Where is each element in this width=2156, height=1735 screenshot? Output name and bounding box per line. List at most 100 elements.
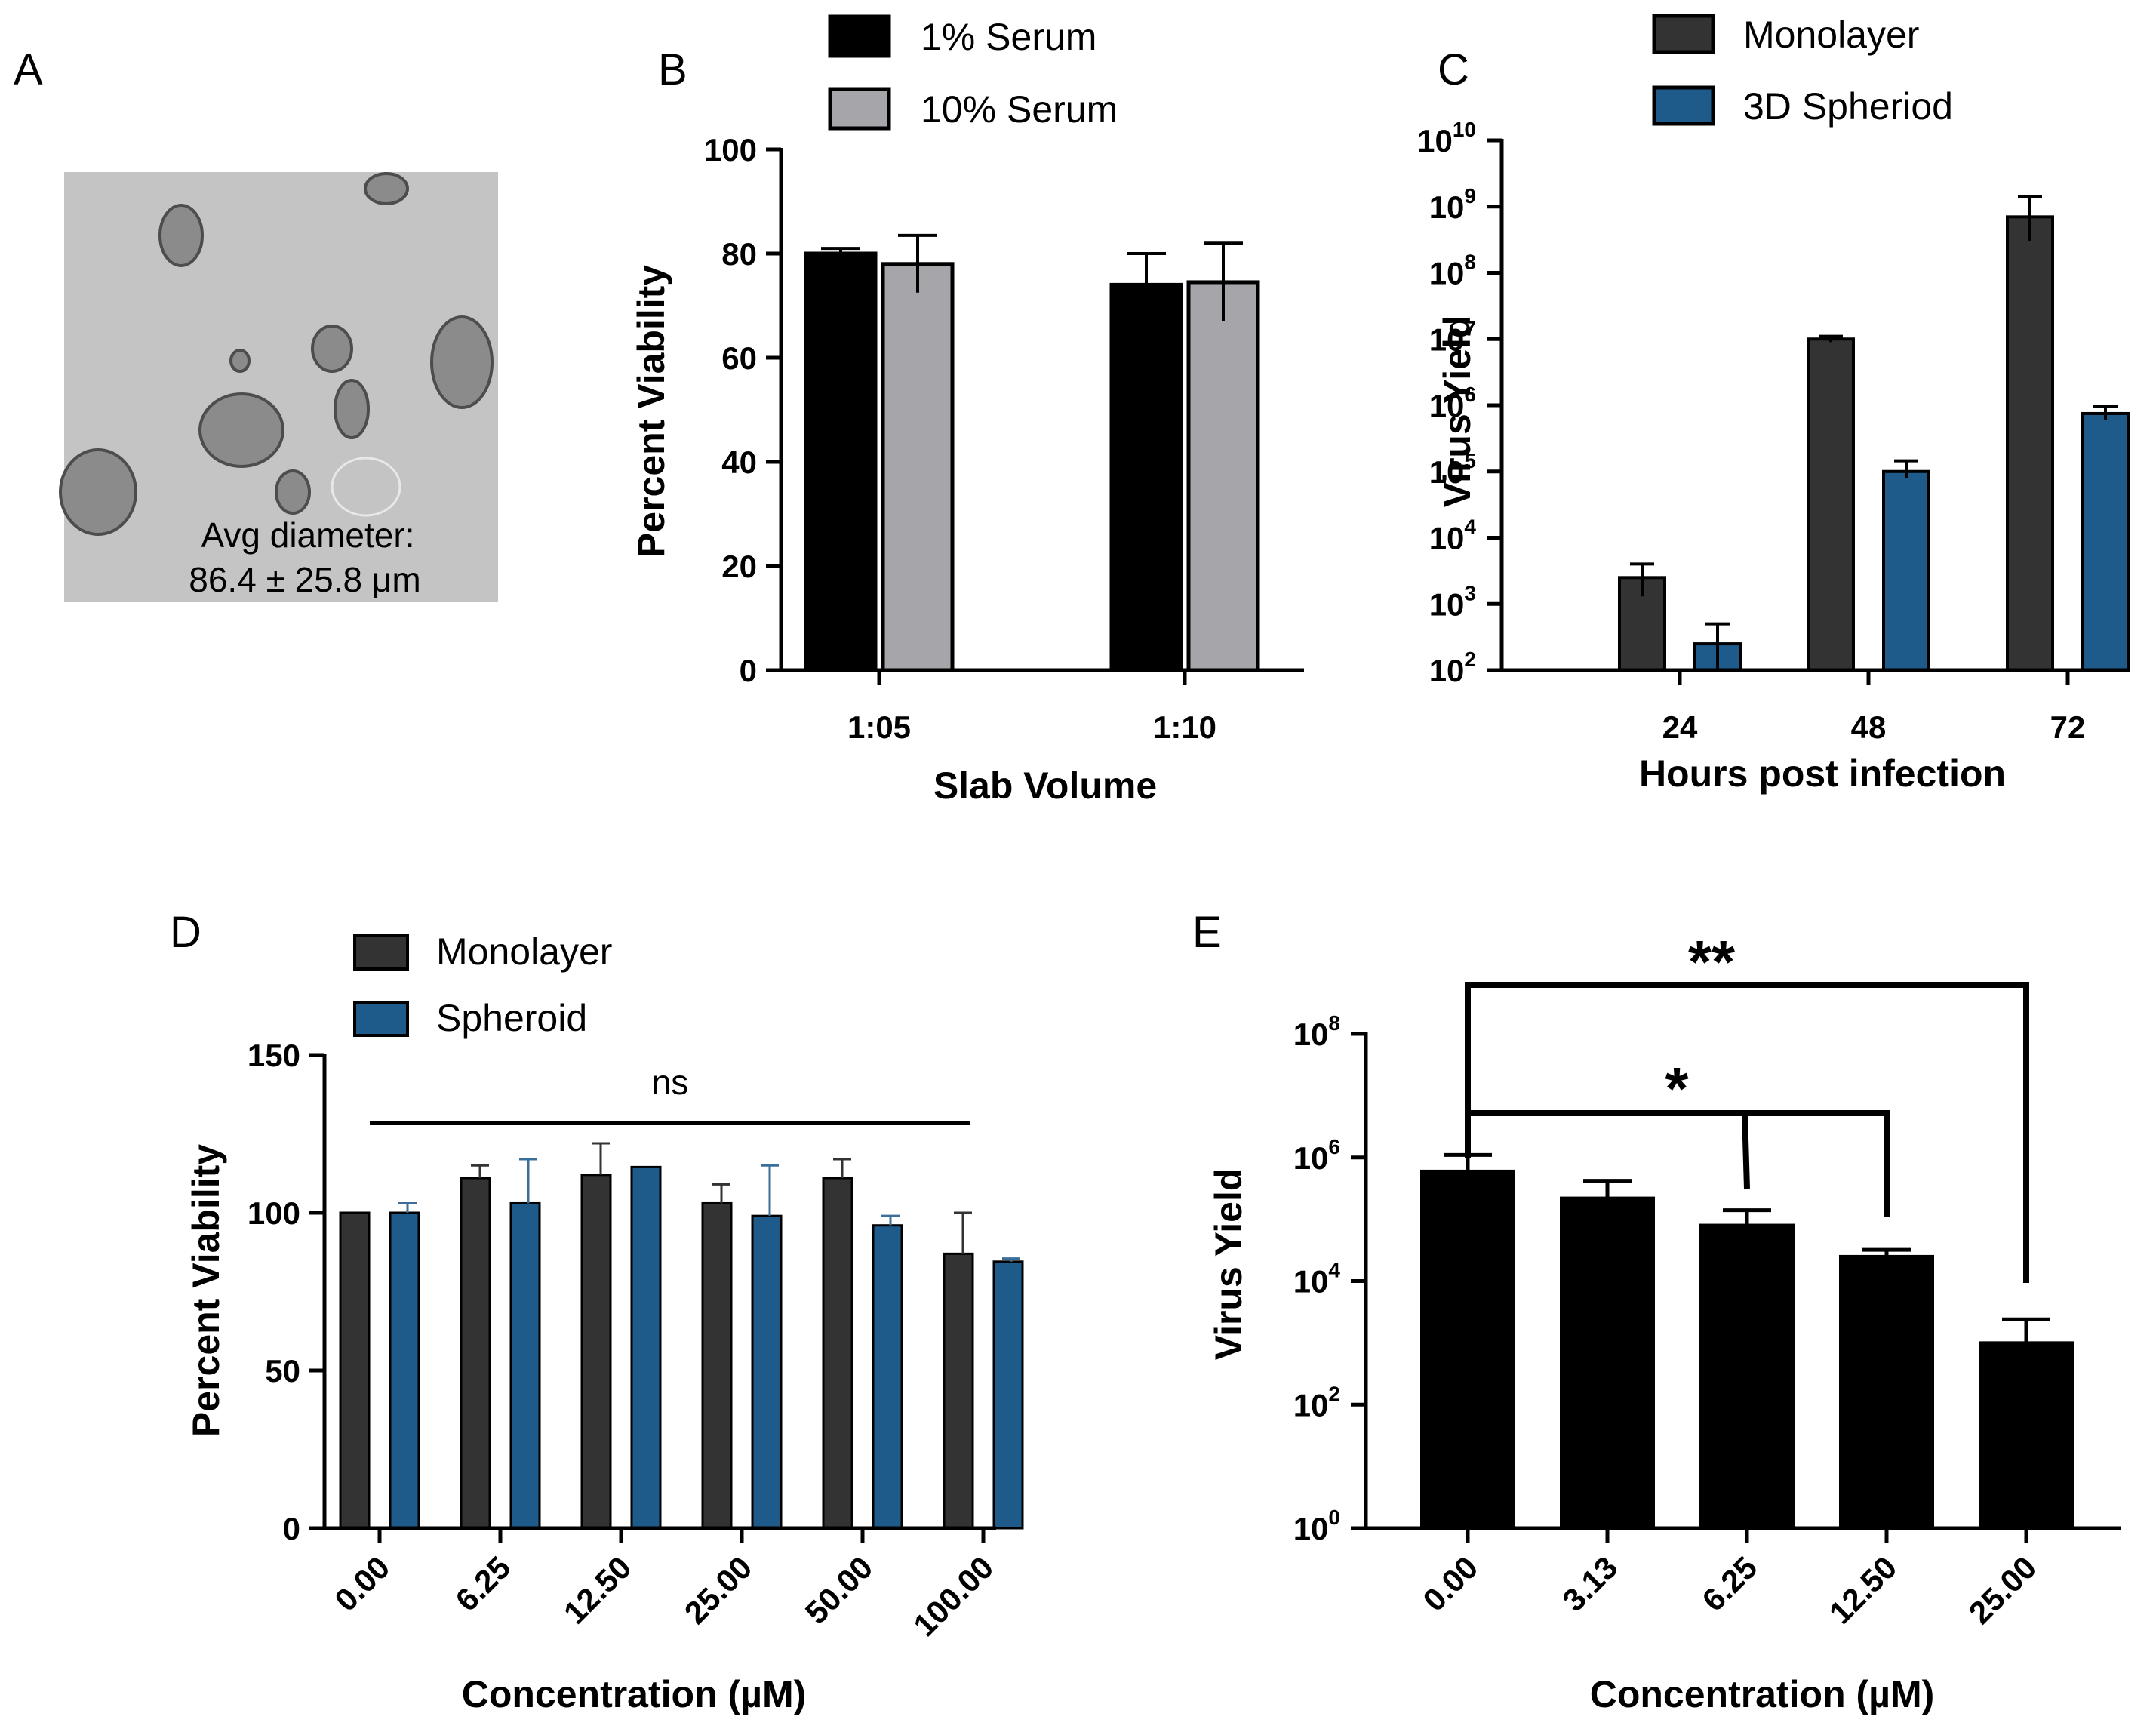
bar-spheroid bbox=[509, 1201, 541, 1530]
y-tick-exponent: 8 bbox=[1328, 1011, 1340, 1035]
x-tick-label: 6.25 bbox=[1695, 1549, 1764, 1618]
x-axis-title: Concentration (µM) bbox=[462, 1673, 807, 1715]
y-tick-exponent: 5 bbox=[1464, 449, 1476, 472]
panel-a-letter: A bbox=[14, 45, 43, 94]
legend-label: 10% Serum bbox=[921, 88, 1118, 131]
y-tick-exponent: 2 bbox=[1464, 648, 1476, 671]
legend-label: Spheroid bbox=[436, 997, 587, 1039]
x-tick-label: 1:10 bbox=[1153, 709, 1216, 745]
bar-spheroid bbox=[992, 1260, 1024, 1530]
bar-monolayer bbox=[339, 1211, 371, 1530]
chart-d: 0 50 100 150 0.00 6.25 12.50 25.00 50.00 100.00 Co… bbox=[185, 931, 1024, 1715]
y-tick-label: 80 bbox=[721, 236, 757, 272]
panel-e-letter: E bbox=[1192, 908, 1222, 957]
x-tick-label: 1:05 bbox=[847, 709, 911, 745]
legend-swatch bbox=[828, 14, 891, 58]
significance-bracket-double bbox=[1465, 982, 2029, 1283]
x-tick-label: 12.50 bbox=[557, 1549, 638, 1631]
x-tick-label: 0.00 bbox=[328, 1549, 396, 1618]
significance-bracket-branch bbox=[1742, 1112, 1750, 1189]
bar-monolayer bbox=[822, 1177, 853, 1530]
y-tick-label: 150 bbox=[248, 1038, 300, 1073]
y-tick-exponent: 4 bbox=[1464, 515, 1476, 539]
bar-virus-yield bbox=[1699, 1223, 1795, 1530]
y-tick-exponent: 10 bbox=[1453, 118, 1476, 141]
chart-e: 100 102 104 106 108 0.00 3.13 6.25 12.50 25.00 Con… bbox=[1207, 928, 2121, 1715]
legend-swatch bbox=[353, 1001, 409, 1037]
bar-monolayer bbox=[943, 1252, 974, 1530]
spheroid bbox=[430, 315, 494, 409]
x-tick-label: 100.00 bbox=[906, 1549, 1000, 1643]
spheroid bbox=[275, 469, 311, 515]
panel-c-letter: C bbox=[1438, 45, 1469, 94]
bar-monolayer bbox=[1807, 337, 1855, 672]
x-axis-title: Concentration (µM) bbox=[1590, 1673, 1935, 1715]
x-tick-label: 25.00 bbox=[1962, 1549, 2044, 1631]
spheroid bbox=[158, 204, 204, 267]
micrograph-background bbox=[64, 172, 498, 602]
spheroid bbox=[311, 325, 353, 373]
x-tick-label: 12.50 bbox=[1822, 1549, 1904, 1631]
y-tick-label: 100 bbox=[1293, 1506, 1340, 1546]
x-tick-label: 25.00 bbox=[678, 1549, 759, 1631]
y-tick-label: 102 bbox=[1293, 1382, 1340, 1423]
legend-swatch bbox=[353, 934, 409, 971]
x-tick-label: 3.13 bbox=[1555, 1549, 1624, 1618]
x-tick-label: 48 bbox=[1851, 709, 1887, 745]
x-axis-title: Hours post infection bbox=[1639, 752, 2006, 795]
bar-serum-1pct bbox=[1109, 282, 1183, 672]
bar-spheroid bbox=[751, 1214, 783, 1530]
ns-annotation: ns bbox=[652, 1063, 689, 1102]
y-tick-label: 100 bbox=[248, 1195, 300, 1231]
caption-line-2: 86.4 ± 25.8 μm bbox=[189, 560, 420, 599]
legend-label: 3D Spheriod bbox=[1743, 85, 1953, 128]
bar-spheroid bbox=[630, 1165, 662, 1530]
significance-label-double: ** bbox=[1688, 928, 1736, 995]
chart-b: 0 20 40 60 80 100 1:05 1:10 Slab Volume Percent V… bbox=[630, 14, 1304, 807]
y-tick-label: 20 bbox=[721, 549, 757, 584]
y-tick-exponent: 8 bbox=[1464, 251, 1476, 274]
bar-spheroid bbox=[389, 1211, 420, 1530]
y-axis-title: Percent Viability bbox=[630, 265, 672, 558]
y-tick-label: 104 bbox=[1429, 515, 1477, 556]
y-axis-title: Virus Yield bbox=[1436, 315, 1478, 508]
y-tick-label: 40 bbox=[721, 445, 757, 480]
bar-serum-1pct bbox=[804, 251, 878, 672]
legend-label: Monolayer bbox=[1743, 14, 1919, 56]
bar-monolayer bbox=[701, 1201, 733, 1530]
bar-serum-10pct bbox=[1186, 280, 1260, 672]
legend-swatch bbox=[828, 87, 891, 131]
y-axis-title: Virus Yield bbox=[1207, 1168, 1250, 1361]
panel-b-letter: B bbox=[658, 45, 687, 94]
bar-serum-10pct bbox=[881, 262, 955, 672]
legend-swatch bbox=[1652, 14, 1715, 54]
significance-bracket-single bbox=[1468, 1110, 1890, 1217]
spheroid bbox=[334, 379, 370, 439]
y-tick-label: 0 bbox=[283, 1511, 300, 1546]
x-axis-title: Slab Volume bbox=[933, 764, 1157, 807]
bar-monolayer bbox=[460, 1177, 491, 1530]
bar-monolayer bbox=[2006, 215, 2054, 672]
y-tick-label: 108 bbox=[1429, 251, 1476, 291]
y-tick-label: 102 bbox=[1429, 648, 1476, 688]
y-tick-label: 103 bbox=[1429, 581, 1476, 622]
spheroid bbox=[229, 349, 251, 373]
x-tick-label: 72 bbox=[2050, 709, 2086, 745]
x-tick-label: 6.25 bbox=[448, 1549, 517, 1618]
y-tick-label: 109 bbox=[1429, 184, 1476, 225]
legend-swatch bbox=[1652, 85, 1715, 126]
bar-spheroid bbox=[1882, 469, 1930, 672]
significance-label-single: * bbox=[1665, 1055, 1689, 1122]
y-tick-exponent: 0 bbox=[1328, 1506, 1340, 1529]
legend-label: Monolayer bbox=[436, 931, 612, 973]
spheroid bbox=[59, 448, 137, 536]
bar-spheroid bbox=[2081, 411, 2130, 672]
spheroid bbox=[364, 172, 409, 205]
x-tick-label: 50.00 bbox=[798, 1549, 880, 1631]
y-tick-exponent: 6 bbox=[1464, 383, 1476, 406]
y-tick-label: 104 bbox=[1293, 1259, 1341, 1300]
y-tick-label: 50 bbox=[265, 1353, 300, 1389]
bubble-artifact bbox=[331, 457, 401, 517]
y-tick-label: 100 bbox=[704, 132, 757, 168]
